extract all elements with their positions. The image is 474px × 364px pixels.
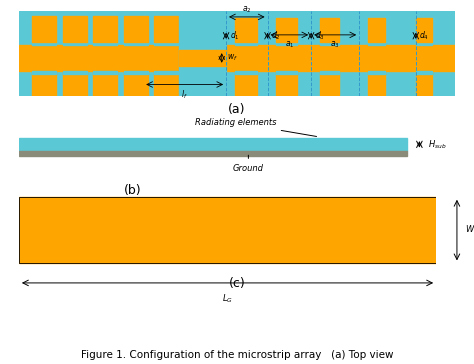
Bar — [276, 71, 297, 95]
Bar — [368, 18, 385, 42]
Bar — [63, 71, 87, 74]
Text: (a): (a) — [228, 103, 246, 116]
Bar — [93, 16, 117, 42]
Bar — [32, 71, 56, 74]
Bar — [320, 71, 339, 95]
Bar — [276, 18, 297, 42]
Text: $a_1$: $a_1$ — [284, 39, 294, 50]
Bar — [124, 42, 147, 45]
Bar — [32, 71, 56, 96]
Bar — [19, 197, 436, 264]
Bar — [19, 138, 407, 151]
Bar — [235, 71, 257, 74]
Bar — [235, 18, 257, 42]
Bar — [235, 42, 257, 45]
Bar — [124, 71, 147, 74]
Text: $W_G$: $W_G$ — [465, 224, 474, 236]
Text: $l_f$: $l_f$ — [182, 89, 188, 101]
Bar — [124, 16, 147, 42]
Bar — [180, 11, 226, 96]
Bar — [368, 71, 385, 74]
Text: $d_4$: $d_4$ — [419, 29, 429, 42]
Bar — [124, 71, 147, 96]
Bar — [32, 16, 56, 42]
Text: $a_2$: $a_2$ — [242, 5, 252, 15]
Bar — [368, 71, 385, 95]
Bar — [93, 42, 117, 45]
Bar — [276, 42, 297, 45]
Bar — [320, 18, 339, 42]
Bar — [235, 71, 257, 95]
Text: Figure 1. Configuration of the microstrip array   (a) Top view: Figure 1. Configuration of the microstri… — [81, 351, 393, 360]
Bar — [93, 71, 117, 96]
Text: $d_3$: $d_3$ — [315, 29, 325, 42]
Bar — [320, 42, 339, 45]
Text: $d_2$: $d_2$ — [271, 29, 281, 42]
Bar — [416, 42, 432, 45]
Text: $w_f$: $w_f$ — [227, 53, 238, 63]
Bar — [154, 71, 178, 74]
Bar — [19, 197, 436, 264]
Text: Radiating elements: Radiating elements — [195, 118, 317, 136]
Bar — [93, 71, 117, 74]
Bar — [276, 71, 297, 74]
Bar — [154, 42, 178, 45]
Bar — [154, 16, 178, 42]
Bar — [416, 18, 432, 42]
Bar — [416, 71, 432, 74]
Text: $H_{sub}$: $H_{sub}$ — [428, 138, 446, 151]
Bar — [368, 42, 385, 45]
Text: $L_G$: $L_G$ — [222, 292, 233, 305]
Bar — [19, 45, 455, 71]
Text: Ground: Ground — [233, 155, 264, 173]
Bar — [19, 151, 407, 155]
Bar — [63, 42, 87, 45]
Bar — [32, 42, 56, 45]
Text: (b): (b) — [124, 184, 142, 197]
Text: (c): (c) — [228, 277, 246, 290]
Bar — [180, 50, 226, 66]
Text: $d_1$: $d_1$ — [230, 29, 240, 42]
Bar — [154, 71, 178, 96]
Bar — [63, 16, 87, 42]
Bar — [416, 71, 432, 95]
Text: $a_3$: $a_3$ — [330, 39, 340, 50]
Bar — [320, 71, 339, 74]
Bar — [63, 71, 87, 96]
